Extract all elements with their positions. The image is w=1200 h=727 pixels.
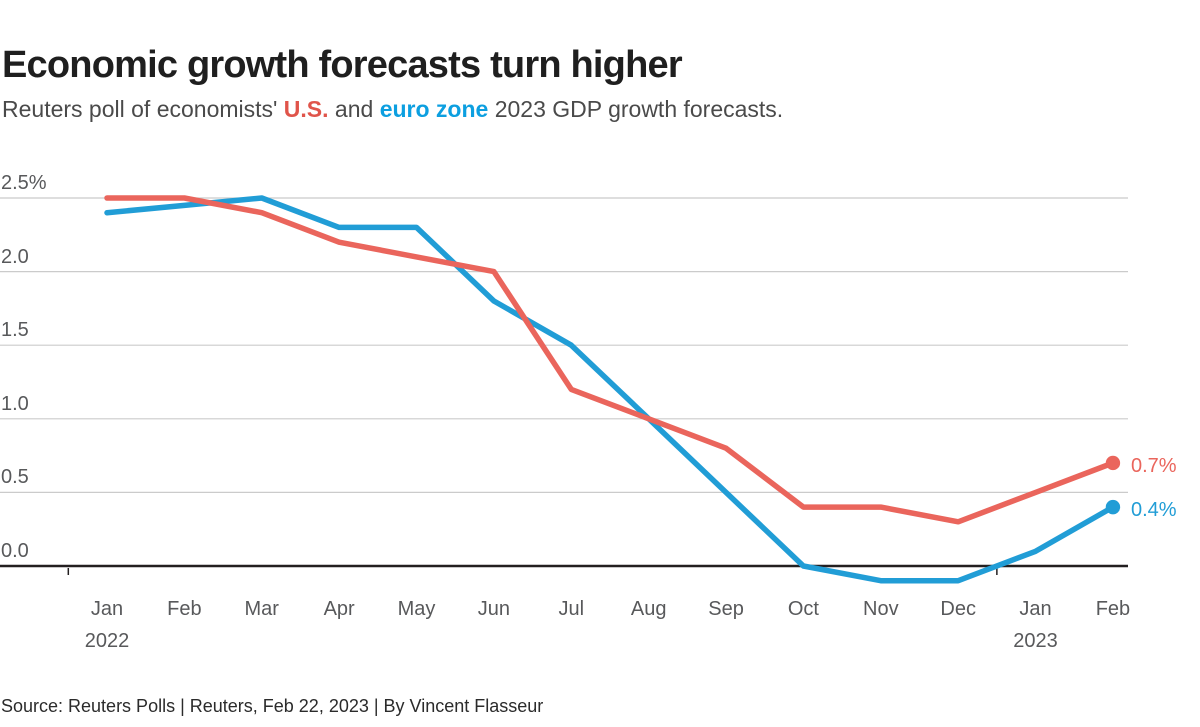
- x-axis-label: Jun: [477, 598, 511, 620]
- us-forecast-line: [104, 195, 1116, 525]
- subtitle-suffix: 2023 GDP growth forecasts.: [488, 96, 784, 122]
- us-series-label: U.S.: [283, 96, 329, 122]
- x-axis-label: Oct: [787, 598, 819, 620]
- x-axis-year-label: 2022: [84, 630, 130, 652]
- x-axis-label: Sep: [708, 598, 744, 620]
- x-axis-label: Feb: [167, 598, 202, 620]
- euro-zone-end-dot: [1105, 499, 1121, 515]
- y-axis-label: 1.0: [1, 392, 29, 415]
- chart-subtitle: Reuters poll of economists' U.S. and eur…: [2, 96, 1152, 124]
- y-axis-label: 2.0: [1, 245, 29, 268]
- y-axis-label: 1.5: [1, 319, 29, 342]
- y-axis-label: 2.5%: [1, 172, 47, 194]
- source-credit-line: Source: Reuters Polls | Reuters, Feb 22,…: [1, 696, 544, 716]
- x-axis-label: Jan: [1019, 598, 1052, 620]
- x-axis-label: May: [397, 598, 436, 620]
- x-axis-label: Nov: [863, 598, 899, 620]
- x-axis-label: Jul: [558, 598, 585, 620]
- x-axis-label: Aug: [630, 598, 667, 620]
- x-axis-label: Dec: [940, 598, 976, 620]
- euro-zone-forecast-line: [104, 195, 1116, 584]
- y-axis-label: 0.5: [1, 466, 29, 489]
- euro-zone-series-label: euro zone: [379, 96, 489, 122]
- x-axis-label: Mar: [244, 598, 279, 620]
- us-end-dot: [1105, 455, 1121, 471]
- chart-title: Economic growth forecasts turn higher: [2, 44, 683, 87]
- us-end-value-label: 0.7%: [1131, 454, 1177, 477]
- euro-zone-end-value-label: 0.4%: [1131, 499, 1177, 522]
- x-axis-label: Feb: [1095, 598, 1131, 620]
- x-axis-label: Apr: [323, 598, 355, 620]
- subtitle-mid: and: [328, 96, 380, 122]
- x-axis-year-label: 2023: [1013, 630, 1058, 652]
- subtitle-prefix: Reuters poll of economists': [2, 96, 284, 122]
- y-axis-label: 0.0: [1, 540, 29, 562]
- x-axis-label: Jan: [90, 598, 124, 620]
